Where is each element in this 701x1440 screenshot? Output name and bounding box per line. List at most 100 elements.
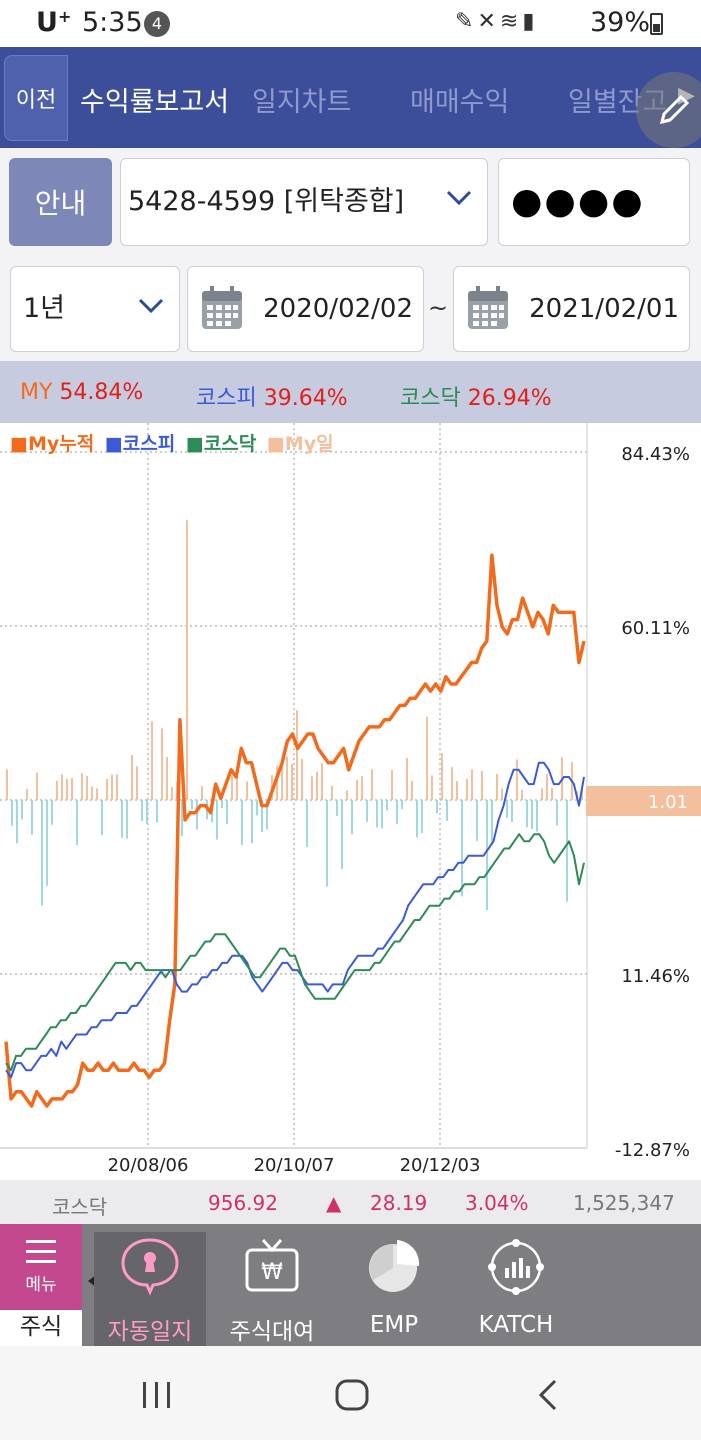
daily-bar-negative (226, 800, 228, 825)
daily-bar-positive (106, 779, 108, 800)
back-button[interactable]: 이전 (4, 55, 68, 141)
daily-bar-positive (521, 789, 523, 800)
daily-bar-negative (156, 800, 158, 823)
account-row: 안내 5428-4599 [위탁종합] ●●●● (0, 148, 701, 258)
chevron-down-icon (446, 190, 472, 206)
recents-icon[interactable] (140, 1380, 174, 1410)
daily-bar-positive (131, 754, 133, 800)
daily-bar-positive (291, 763, 293, 800)
daily-bar-positive (171, 786, 173, 800)
tab-trade-profit[interactable]: 매매수익 (410, 87, 510, 118)
daily-bar-negative (251, 800, 253, 844)
return-summary-row: MY 54.84% 코스피 39.64% 코스닥 26.94% (0, 361, 701, 423)
daily-bar-positive (296, 710, 298, 800)
back-icon[interactable] (536, 1378, 560, 1412)
x-tick-label: 20/08/06 (108, 1155, 189, 1176)
y-tick-label: 84.43% (621, 444, 690, 465)
daily-bar-negative (446, 800, 448, 821)
daily-bar-positive (186, 520, 188, 800)
daily-bar-positive (276, 765, 278, 800)
daily-bar-positive (26, 788, 28, 800)
daily-bar-positive (111, 774, 113, 800)
daily-bar-positive (466, 778, 468, 800)
daily-bar-positive (316, 771, 318, 800)
daily-bar-negative (556, 800, 558, 826)
stock-category-label[interactable]: 주식 (0, 1310, 82, 1346)
tab-return-report[interactable]: 수익률보고서 (80, 87, 230, 118)
chart-legend: ■My누적 ■코스피 ■코스닥 ■My일 (10, 429, 338, 456)
info-button[interactable]: 안내 (9, 158, 112, 246)
daily-bar-negative (31, 800, 33, 835)
daily-bar-negative (531, 800, 533, 829)
app-item-emp[interactable]: EMP (338, 1232, 450, 1346)
system-nav-bar (0, 1346, 701, 1440)
daily-bar-negative (21, 800, 23, 820)
edit-fab-button[interactable] (636, 72, 701, 148)
home-icon[interactable] (334, 1378, 370, 1412)
daily-bar-positive (96, 788, 98, 800)
daily-bar-positive (116, 774, 118, 800)
wifi-icon: ≋ (499, 9, 523, 34)
daily-bar-positive (426, 716, 428, 800)
ticker-volume: 1,525,347 (573, 1191, 675, 1215)
y-tick-label: 60.11% (621, 618, 690, 639)
daily-bar-negative (461, 800, 463, 897)
series-kosdaq-line (5, 833, 585, 1072)
password-field[interactable]: ●●●● (498, 158, 690, 246)
daily-bar-negative (351, 800, 353, 835)
daily-bar-positive (546, 773, 548, 800)
kosdaq-return-summary: 코스닥 26.94% (400, 386, 552, 411)
menu-button[interactable]: 메뉴 (0, 1224, 82, 1310)
daily-bar-positive (471, 769, 473, 800)
bottom-app-bar: 메뉴 주식 자동일지 ₩ 주식대여 EMP (0, 1224, 701, 1346)
daily-bar-positive (91, 786, 93, 800)
system-status-icons: ✎✕≋▮ (455, 9, 538, 34)
signal-icon: ▮ (522, 9, 539, 34)
daily-bar-positive (136, 766, 138, 800)
daily-bar-negative (366, 800, 368, 822)
app-item-label: EMP (369, 1312, 419, 1338)
app-item-stock-lending[interactable]: ₩ 주식대여 (216, 1232, 328, 1346)
return-chart[interactable]: 84.43%60.11%35.78%11.46%-12.87%20/08/062… (0, 423, 701, 1180)
daily-bar-negative (126, 800, 128, 839)
carrier-label: U+ (36, 7, 72, 38)
report-tab-bar: 이전 수익률보고서 일지차트 매매수익 일별잔고 ▶ (0, 47, 701, 148)
app-item-auto-journal[interactable]: 자동일지 (94, 1232, 206, 1346)
daily-bar-positive (411, 780, 413, 800)
daily-bar-positive (451, 767, 453, 800)
daily-bar-positive (66, 778, 68, 800)
index-ticker-row[interactable]: 코스닥 956.92 ▲ 28.19 3.04% 1,525,347 (0, 1180, 701, 1224)
daily-bar-negative (476, 800, 478, 842)
ticker-change: 28.19 (370, 1191, 428, 1215)
start-date-field[interactable]: 2020/02/02 (187, 266, 424, 352)
daily-bar-negative (51, 800, 53, 825)
daily-bar-positive (236, 773, 238, 800)
daily-bar-positive (481, 770, 483, 800)
period-range-select[interactable]: 1년 (10, 266, 180, 352)
daily-bar-negative (146, 800, 148, 824)
daily-bar-positive (356, 779, 358, 800)
daily-bar-positive (311, 776, 313, 800)
daily-bar-positive (501, 788, 503, 800)
legend-kospi: ■코스피 (104, 433, 176, 455)
daily-bar-negative (526, 800, 528, 828)
daily-bar-positive (231, 775, 233, 800)
daily-bar-negative (486, 800, 488, 910)
daily-bar-positive (166, 757, 168, 800)
daily-bar-positive (151, 721, 153, 800)
end-date-field[interactable]: 2021/02/01 (453, 266, 690, 352)
calendar-icon (202, 286, 242, 329)
y-tick-label: 11.46% (621, 966, 690, 987)
daily-bar-negative (511, 800, 513, 823)
legend-my-daily: ■My일 (266, 433, 334, 455)
ticker-up-arrow-icon: ▲ (326, 1191, 342, 1215)
end-date-value: 2021/02/01 (529, 294, 679, 324)
app-item-katch[interactable]: KATCH (460, 1232, 572, 1346)
daily-bar-negative (221, 800, 223, 809)
hamburger-icon (26, 1240, 56, 1263)
tab-journal-chart[interactable]: 일지차트 (252, 87, 352, 118)
daily-bar-positive (361, 776, 363, 800)
account-select[interactable]: 5428-4599 [위탁종합] (120, 158, 488, 246)
daily-bar-negative (436, 800, 438, 814)
ticker-name: 코스닥 (52, 1195, 108, 1219)
